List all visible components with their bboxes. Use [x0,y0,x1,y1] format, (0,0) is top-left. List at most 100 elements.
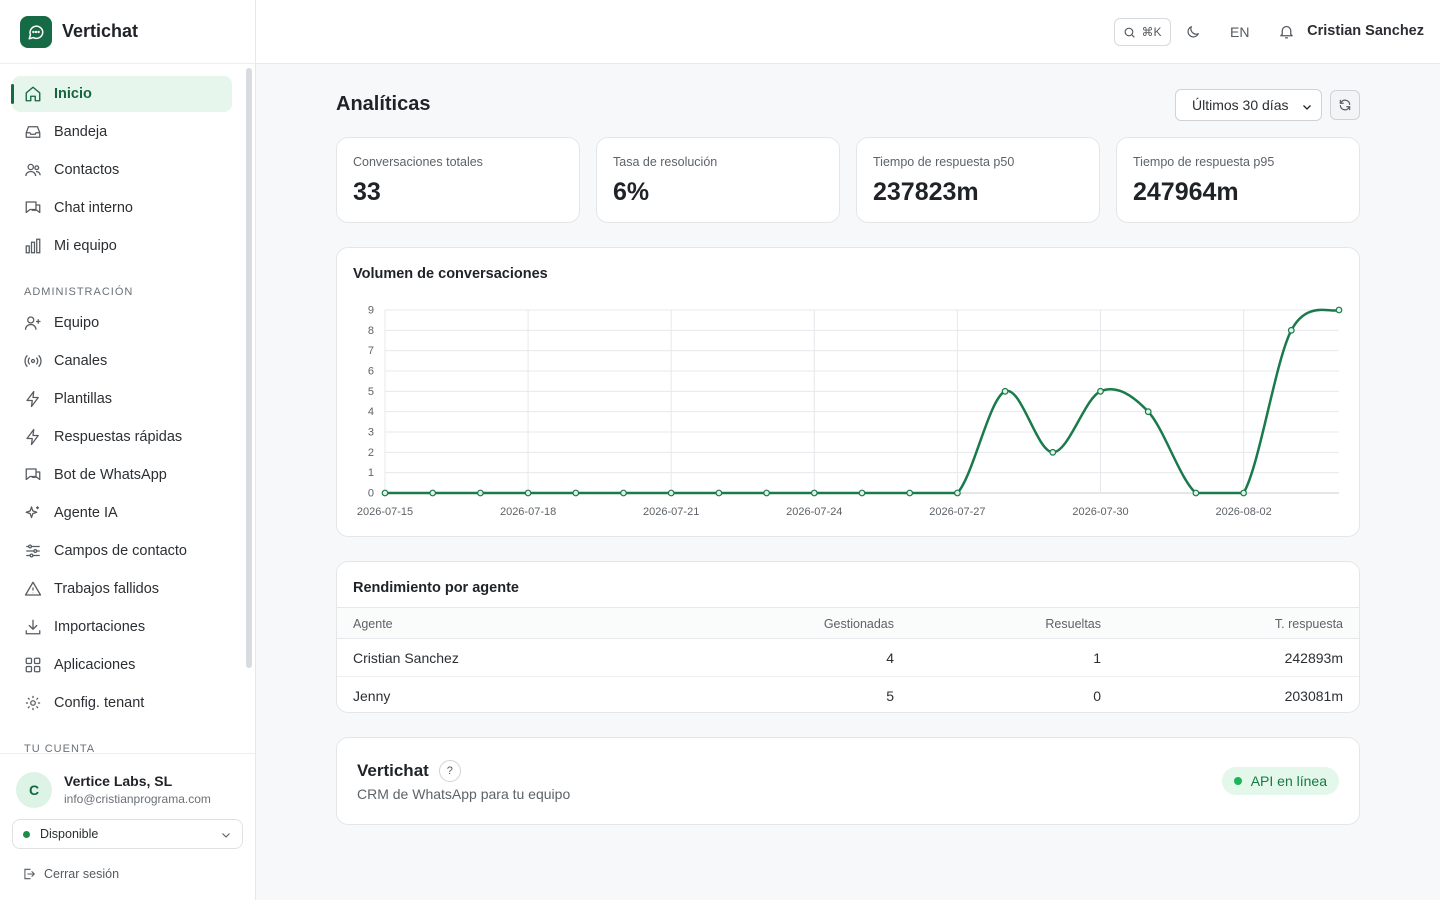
language-toggle[interactable]: EN [1230,24,1250,40]
y-tick-label: 1 [368,467,374,479]
handled-count: 4 [886,650,894,666]
column-header: T. respuesta [1274,617,1343,631]
x-tick-label: 2026-07-24 [786,506,842,518]
sidebar-item-label: Agente IA [54,505,118,521]
sidebar-item-label: Canales [54,353,108,369]
data-point [763,489,771,497]
sidebar-item-canales[interactable]: Canales [12,343,232,379]
sidebar-item-chat-interno[interactable]: Chat interno [12,190,232,226]
top-header: ⌘K EN Cristian Sanchez [256,0,1440,64]
y-tick-label: 4 [368,406,374,418]
gear-icon [24,694,42,712]
kpi-card-p95: Tiempo de respuesta p95 247964m [1116,137,1360,223]
sidebar-item-aplicaciones[interactable]: Aplicaciones [12,647,232,683]
chat-logo-icon [20,15,52,48]
y-tick-label: 9 [368,305,374,317]
sidebar-item-label: Campos de contacto [54,543,187,559]
download-icon [24,618,42,636]
sidebar-item-campos-contacto[interactable]: Campos de contacto [12,533,232,569]
table-row[interactable]: Cristian Sanchez 4 1 242893m [337,639,1359,676]
admin-section-title: ADMINISTRACIÓN [24,286,134,298]
date-range-value: Últimos 30 días [1192,97,1289,113]
user-menu[interactable]: Cristian Sanchez [1307,23,1424,39]
help-icon[interactable]: ? [438,760,461,782]
sidebar-item-mi-equipo[interactable]: Mi equipo [12,228,232,264]
moon-icon[interactable] [1185,24,1201,45]
data-point [1335,306,1343,314]
sidebar-item-inicio[interactable]: Inicio [11,76,232,112]
kpi-card-p50: Tiempo de respuesta p50 237823m [856,137,1100,223]
data-point [429,489,437,497]
sidebar-item-bandeja[interactable]: Bandeja [12,114,232,150]
volume-chart-card: Volumen de conversaciones 0 1 2 3 4 5 6 7 8 9 2026… [336,247,1360,537]
search-button[interactable]: ⌘K [1114,18,1171,46]
sidebar-item-importaciones[interactable]: Importaciones [12,609,232,645]
data-point [381,489,389,497]
sidebar-item-config-tenant[interactable]: Config. tenant [12,685,232,721]
y-tick-label: 2 [368,447,374,459]
brand[interactable]: Vertichat [0,0,255,64]
resolved-count: 1 [1093,650,1101,666]
data-point [620,489,627,497]
table-header: Agente Gestionadas Resueltas T. respuest… [337,607,1359,639]
sidebar-item-label: Equipo [54,315,100,331]
home-icon [24,85,42,103]
account-email: info@cristianprograma.com [64,792,211,806]
x-tick-label: 2026-07-15 [357,506,413,518]
resolved-count: 0 [1093,688,1101,704]
sidebar-item-respuestas-rapidas[interactable]: Respuestas rápidas [12,419,232,455]
y-tick-label: 8 [368,325,374,337]
data-point [954,489,961,497]
sidebar-scrollbar[interactable] [246,68,252,668]
search-icon [1123,26,1136,39]
bell-icon[interactable] [1278,23,1295,45]
chevron-down-icon [220,829,232,844]
agent-name: Cristian Sanchez [353,650,459,666]
users-icon [24,161,42,179]
table-row[interactable]: Jenny 5 0 203081m [337,676,1359,713]
sliders-icon [24,542,42,560]
x-tick-label: 2026-08-02 [1215,506,1271,518]
sidebar-item-plantillas[interactable]: Plantillas [12,381,232,417]
agent-name: Jenny [353,688,391,704]
avatar[interactable]: C [16,772,52,808]
kpi-label: Tiempo de respuesta p50 [873,155,1015,169]
x-tick-label: 2026-07-18 [500,506,556,518]
sidebar-item-trabajos-fallidos[interactable]: Trabajos fallidos [12,571,232,607]
sidebar-item-bot-whatsapp[interactable]: Bot de WhatsApp [12,457,232,493]
status-select[interactable]: Disponible [12,819,243,849]
sparkles-icon [24,504,42,522]
api-status-label: API en línea [1250,773,1327,789]
sidebar-item-equipo[interactable]: Equipo [12,305,232,341]
sidebar-item-agente-ia[interactable]: Agente IA [12,495,232,531]
logout-button[interactable]: Cerrar sesión [22,867,119,881]
status-dot [23,830,30,838]
data-point [572,489,580,497]
bot-chat-icon [24,466,42,484]
about-title: Vertichat ? [357,760,461,782]
x-tick-label: 2026-07-27 [929,506,985,518]
account-name: Vertice Labs, SL [64,773,173,789]
data-point [810,489,818,497]
data-point [476,489,484,497]
kpi-value: 237823m [873,178,979,206]
refresh-button[interactable] [1330,90,1360,120]
about-subtitle: CRM de WhatsApp para tu equipo [357,786,571,802]
sidebar-item-contactos[interactable]: Contactos [12,152,232,188]
data-point [1192,489,1200,497]
date-range-select[interactable]: Últimos 30 días [1175,89,1322,121]
data-point [667,489,675,497]
data-point [1001,387,1009,395]
column-header: Agente [353,617,393,631]
x-tick-label: 2026-07-30 [1072,506,1128,518]
refresh-icon [1338,98,1352,112]
chevron-down-icon [1301,100,1313,116]
y-tick-label: 3 [368,427,374,439]
sidebar-item-label: Bandeja [54,124,108,140]
data-point [1097,387,1104,395]
search-shortcut: ⌘K [1141,25,1162,39]
user-plus-icon [24,314,42,332]
chart-title: Volumen de conversaciones [353,266,548,282]
status-badge: API en línea [1221,767,1339,795]
column-header: Gestionadas [823,617,894,631]
